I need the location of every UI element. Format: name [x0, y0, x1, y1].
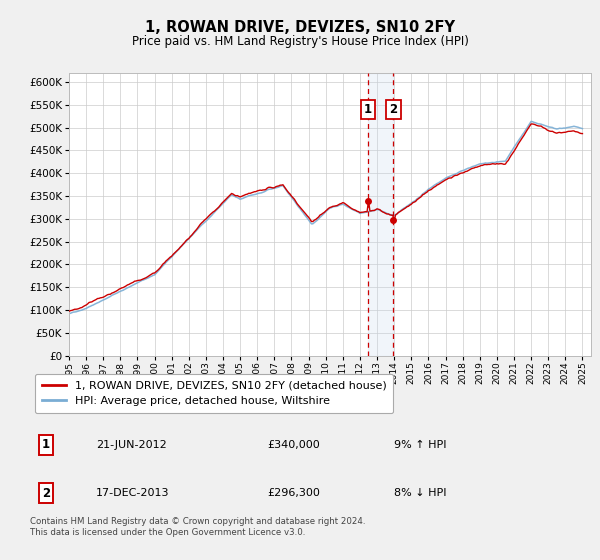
Text: 17-DEC-2013: 17-DEC-2013	[96, 488, 169, 498]
Text: 1: 1	[42, 438, 50, 451]
Text: 2: 2	[389, 103, 398, 116]
Text: 8% ↓ HPI: 8% ↓ HPI	[394, 488, 446, 498]
Bar	[368, 73, 394, 356]
Legend: 1, ROWAN DRIVE, DEVIZES, SN10 2FY (detached house), HPI: Average price, detached: 1, ROWAN DRIVE, DEVIZES, SN10 2FY (detac…	[35, 374, 394, 413]
Text: 1: 1	[364, 103, 372, 116]
Text: Contains HM Land Registry data © Crown copyright and database right 2024.
This d: Contains HM Land Registry data © Crown c…	[29, 517, 365, 536]
Text: 1, ROWAN DRIVE, DEVIZES, SN10 2FY: 1, ROWAN DRIVE, DEVIZES, SN10 2FY	[145, 20, 455, 35]
Text: Price paid vs. HM Land Registry's House Price Index (HPI): Price paid vs. HM Land Registry's House …	[131, 35, 469, 48]
Text: 21-JUN-2012: 21-JUN-2012	[96, 440, 167, 450]
Text: £296,300: £296,300	[267, 488, 320, 498]
Text: 2: 2	[42, 487, 50, 500]
Text: 9% ↑ HPI: 9% ↑ HPI	[394, 440, 446, 450]
Text: £340,000: £340,000	[267, 440, 320, 450]
